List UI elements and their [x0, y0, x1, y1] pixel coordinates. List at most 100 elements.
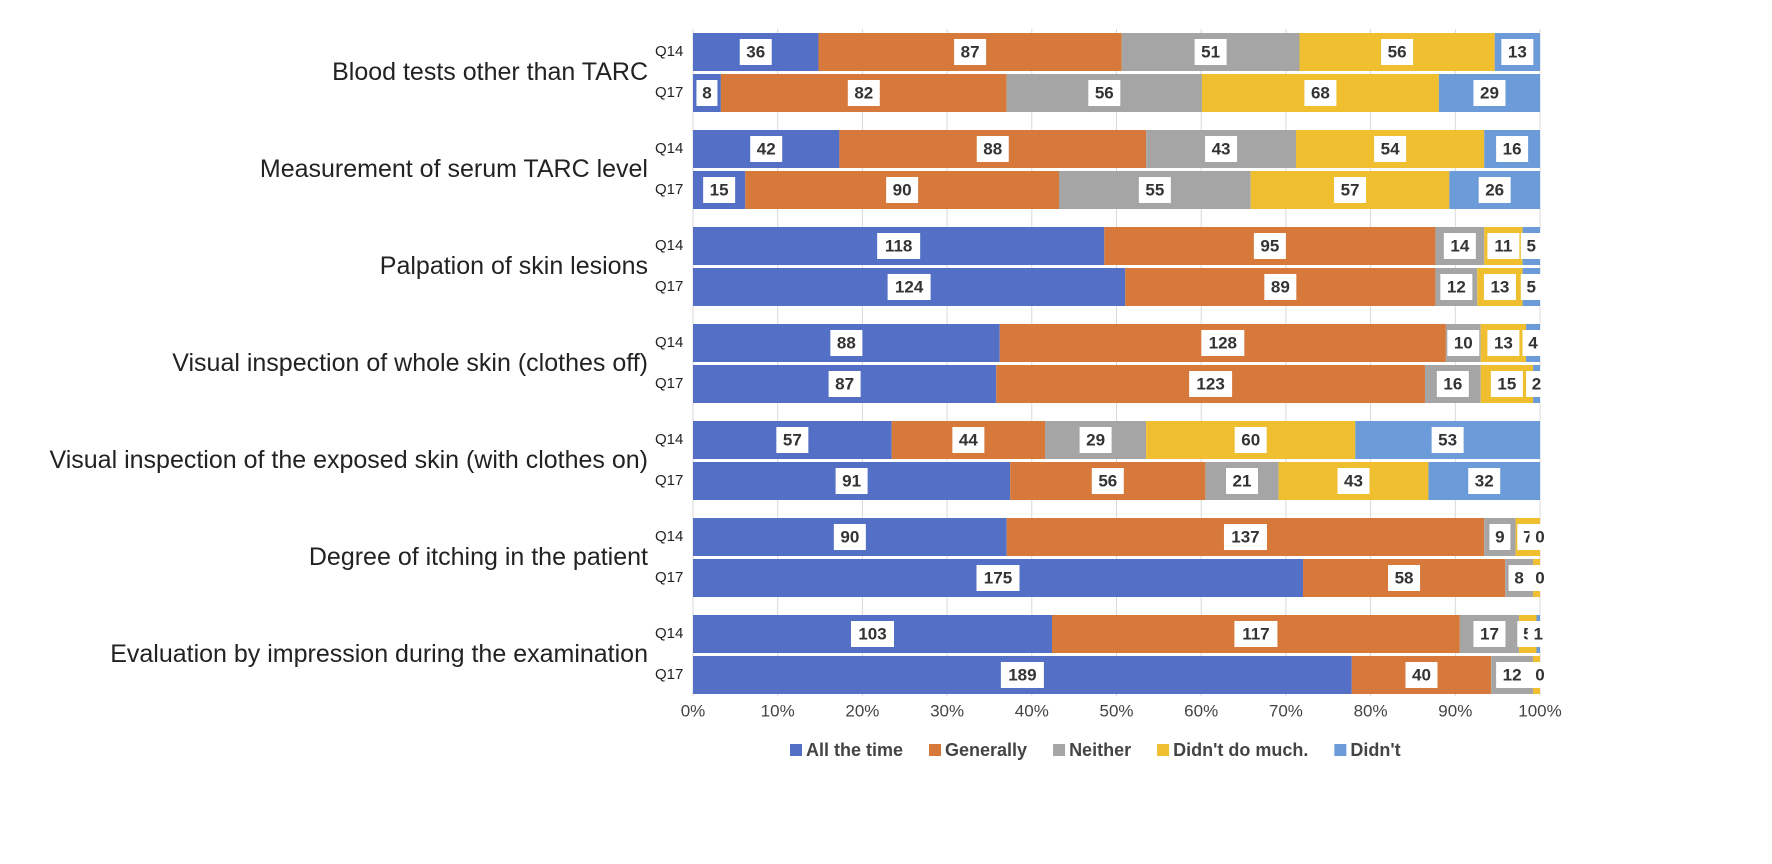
data-label: 68	[1311, 83, 1330, 102]
data-label: 128	[1209, 333, 1237, 352]
label-box	[1253, 233, 1286, 259]
label-box	[1443, 233, 1476, 259]
data-label: 82	[854, 83, 873, 102]
data-label: 16	[1443, 374, 1462, 393]
label-box	[1473, 621, 1506, 647]
label-box	[1138, 177, 1171, 203]
label-box	[1264, 274, 1297, 300]
data-label: 118	[885, 236, 912, 255]
data-label: 56	[1388, 42, 1407, 61]
data-label: 26	[1485, 180, 1504, 199]
category-label: Visual inspection of the exposed skin (w…	[50, 446, 649, 474]
x-tick-label: 20%	[845, 701, 879, 720]
label-box	[1436, 371, 1469, 397]
data-label: 175	[984, 568, 1012, 587]
row-label: Q17	[655, 472, 683, 489]
label-box	[1496, 662, 1529, 688]
data-label: 44	[959, 430, 978, 449]
label-box	[1091, 468, 1124, 494]
label-box	[954, 39, 987, 65]
label-box	[1189, 371, 1233, 397]
data-label: 7	[1523, 527, 1532, 546]
label-box	[696, 80, 718, 106]
label-box	[1527, 621, 1549, 647]
x-tick-label: 60%	[1184, 701, 1218, 720]
data-label: 13	[1494, 333, 1513, 352]
category-label: Evaluation by impression during the exam…	[110, 640, 648, 668]
row-label: Q14	[655, 625, 683, 642]
label-box	[1489, 524, 1511, 550]
label-box	[1225, 468, 1258, 494]
row-label: Q17	[655, 375, 683, 392]
label-box	[1194, 39, 1227, 65]
x-tick-label: 10%	[761, 701, 795, 720]
data-label: 57	[783, 430, 802, 449]
category-label: Blood tests other than TARC	[332, 58, 648, 86]
label-box	[1520, 274, 1542, 300]
legend-swatch	[1053, 744, 1066, 756]
row-label: Q17	[655, 181, 683, 198]
label-box	[1447, 330, 1480, 356]
data-label: 8	[1514, 568, 1523, 587]
data-label: 29	[1480, 83, 1499, 102]
legend-label: All the time	[806, 740, 903, 760]
data-label: 91	[842, 471, 861, 490]
data-label: 117	[1242, 624, 1269, 643]
data-label: 90	[840, 527, 859, 546]
data-label: 10	[1454, 333, 1473, 352]
label-box	[952, 427, 985, 453]
label-box	[887, 274, 931, 300]
data-label: 17	[1480, 624, 1499, 643]
data-label: 21	[1233, 471, 1252, 490]
row-label: Q17	[655, 278, 683, 295]
x-tick-label: 70%	[1269, 701, 1303, 720]
row-label: Q17	[655, 666, 683, 683]
label-box	[830, 330, 863, 356]
legend-swatch	[790, 744, 802, 756]
data-label: 95	[1260, 236, 1279, 255]
x-tick-label: 50%	[1099, 701, 1133, 720]
data-label: 29	[1086, 430, 1105, 449]
row-label: Q14	[655, 237, 683, 254]
label-box	[1334, 177, 1367, 203]
row-label: Q14	[655, 140, 683, 157]
data-label: 9	[1495, 527, 1504, 546]
data-label: 42	[757, 139, 776, 158]
label-box	[1381, 39, 1414, 65]
label-box	[1205, 136, 1238, 162]
data-label: 51	[1201, 42, 1220, 61]
label-box	[1508, 565, 1530, 591]
data-label: 12	[1447, 277, 1466, 296]
legend-swatch	[1334, 744, 1347, 756]
legend-label: Neither	[1069, 740, 1131, 760]
data-label: 123	[1196, 374, 1224, 393]
data-label: 43	[1344, 471, 1363, 490]
label-box	[1079, 427, 1112, 453]
data-label: 5	[1527, 277, 1536, 296]
row-label: Q14	[655, 431, 683, 448]
data-label: 15	[1497, 374, 1516, 393]
label-box	[739, 39, 772, 65]
category-label: Palpation of skin lesions	[380, 252, 648, 280]
label-box	[1304, 80, 1337, 106]
data-label: 43	[1212, 139, 1231, 158]
data-label: 53	[1438, 430, 1457, 449]
x-tick-label: 40%	[1015, 701, 1049, 720]
data-label: 88	[983, 139, 1002, 158]
data-label: 87	[961, 42, 980, 61]
label-box	[1522, 330, 1544, 356]
data-label: 8	[702, 83, 711, 102]
label-box	[1529, 524, 1551, 550]
data-label: 15	[710, 180, 729, 199]
data-label: 14	[1450, 236, 1469, 255]
data-label: 90	[893, 180, 912, 199]
data-label: 12	[1503, 665, 1522, 684]
data-label: 40	[1412, 665, 1431, 684]
legend-swatch	[1157, 744, 1170, 756]
data-label: 56	[1098, 471, 1117, 490]
data-label: 36	[746, 42, 765, 61]
x-tick-label: 30%	[930, 701, 964, 720]
data-label: 55	[1145, 180, 1164, 199]
row-label: Q17	[655, 84, 683, 101]
